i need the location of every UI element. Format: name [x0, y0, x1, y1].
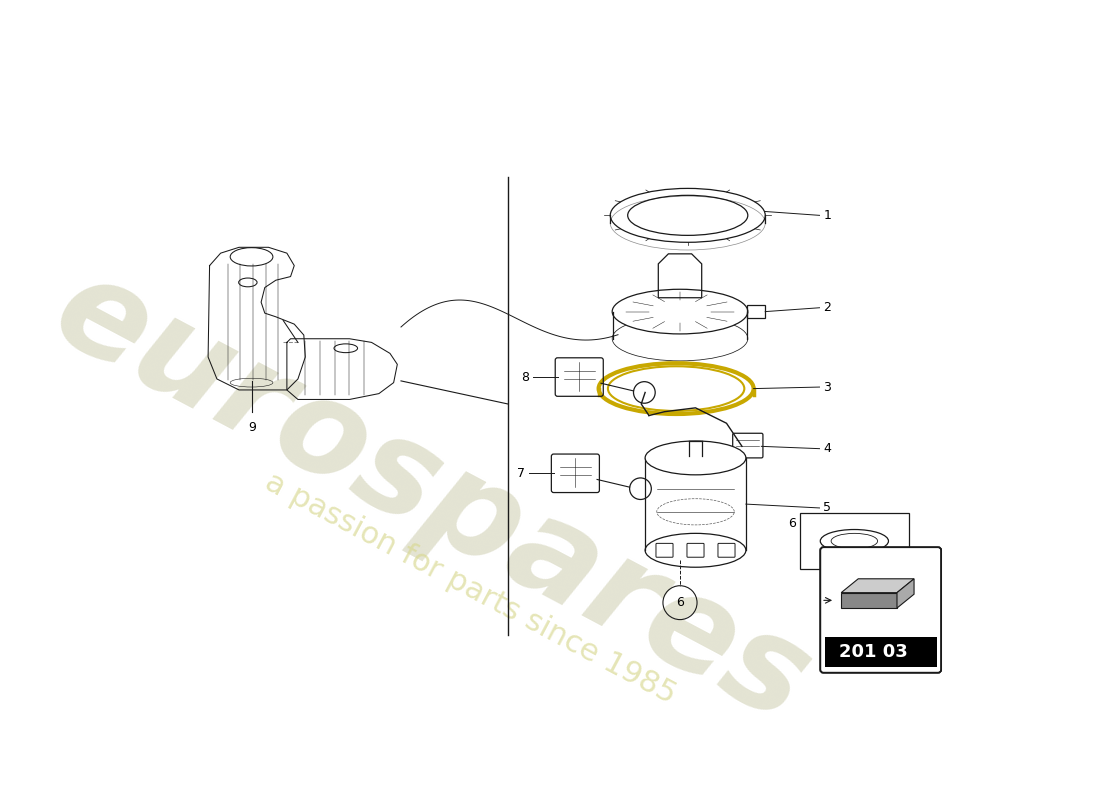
- Text: eurospares: eurospares: [34, 244, 830, 749]
- Ellipse shape: [645, 441, 746, 475]
- Text: 6: 6: [676, 596, 684, 609]
- Ellipse shape: [645, 534, 746, 567]
- FancyBboxPatch shape: [821, 547, 942, 673]
- Text: 7: 7: [517, 467, 525, 480]
- Bar: [825, 637, 936, 667]
- FancyBboxPatch shape: [800, 514, 909, 569]
- Text: 5: 5: [824, 502, 832, 514]
- Ellipse shape: [613, 290, 748, 334]
- Text: 8: 8: [521, 370, 529, 383]
- Text: 1: 1: [824, 209, 832, 222]
- Text: 4: 4: [824, 442, 832, 455]
- Polygon shape: [842, 578, 914, 593]
- Text: 6: 6: [789, 517, 796, 530]
- Text: 9: 9: [249, 421, 256, 434]
- Text: a passion for parts since 1985: a passion for parts since 1985: [261, 468, 681, 710]
- Polygon shape: [842, 593, 896, 608]
- Text: 201 03: 201 03: [839, 643, 909, 661]
- Text: 3: 3: [824, 381, 832, 394]
- Text: 2: 2: [824, 302, 832, 314]
- Polygon shape: [896, 578, 914, 608]
